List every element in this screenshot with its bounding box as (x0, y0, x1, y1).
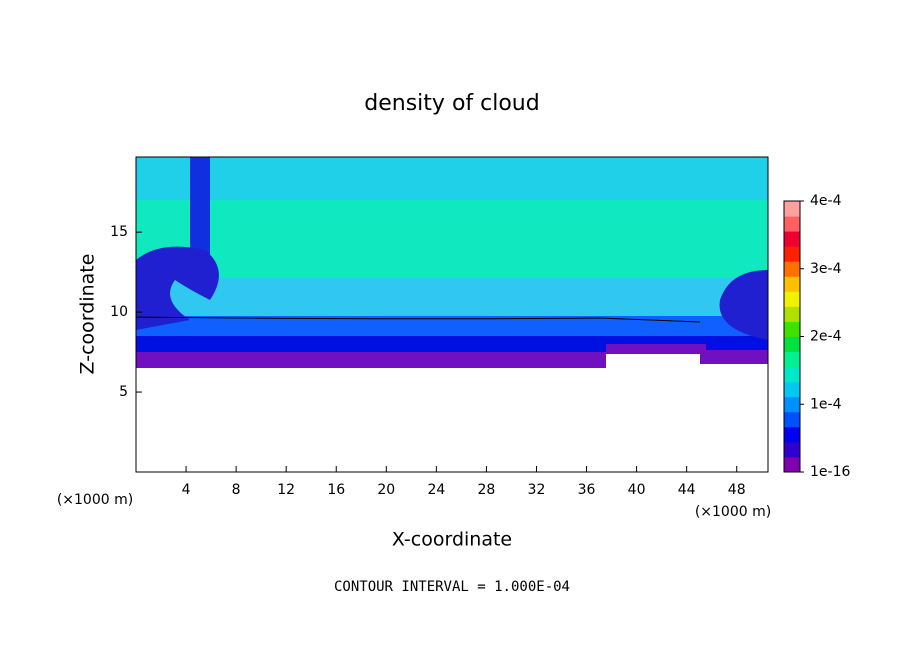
colorbar-band (784, 216, 800, 232)
colorbar-band (784, 441, 800, 458)
x-tick-label: 32 (528, 482, 546, 498)
colorbar-band (784, 351, 800, 368)
colorbar-tick-label: 1e-4 (810, 396, 842, 412)
x-tick-label: 8 (232, 482, 241, 498)
colorbar-band (784, 396, 800, 413)
y-tick-label: 10 (110, 304, 128, 320)
x-axis-label: X-coordinate (392, 529, 512, 551)
colorbar-band (784, 246, 800, 262)
x-tick-label: 44 (678, 482, 696, 498)
colorbar-band (784, 456, 800, 473)
colorbar-tick-label: 4e-4 (810, 193, 842, 209)
y-unit: (×1000 m) (57, 492, 133, 508)
x-tick-label: 20 (377, 482, 395, 498)
x-tick-label: 36 (578, 482, 596, 498)
x-tick-label: 4 (182, 482, 191, 498)
x-tick-label: 12 (277, 482, 295, 498)
colorbar-tick-label: 2e-4 (810, 329, 842, 345)
x-tick-label: 16 (327, 482, 345, 498)
colorbar-tick-label: 3e-4 (810, 261, 842, 277)
x-tick-label: 24 (427, 482, 445, 498)
plot-frame (135, 156, 769, 473)
colorbar-band (784, 261, 800, 277)
y-tick-label: 5 (119, 384, 128, 400)
y-tick-label: 15 (110, 224, 128, 240)
x-tick-label: 40 (628, 482, 646, 498)
chart-title: density of cloud (364, 91, 539, 116)
colorbar-band (784, 366, 800, 383)
y-axis-label: Z-coordinate (77, 254, 99, 375)
colorbar-band (784, 426, 800, 443)
colorbar-band (784, 411, 800, 428)
colorbar-band (784, 336, 800, 353)
field (135, 157, 768, 368)
colorbar-band (784, 306, 800, 322)
x-tick-label: 28 (478, 482, 496, 498)
colorbar-band (784, 276, 800, 292)
colorbar-band (784, 381, 800, 398)
colorbar-band (784, 201, 800, 217)
x-tick-label: 48 (728, 482, 746, 498)
colorbar-band (784, 231, 800, 247)
annotation: CONTOUR INTERVAL = 1.000E-04 (334, 579, 570, 595)
x-unit: (×1000 m) (695, 504, 771, 520)
colorbar-band (784, 321, 800, 337)
colorbar-band (784, 291, 800, 307)
colorbar-tick-label: 1e-16 (810, 464, 850, 480)
